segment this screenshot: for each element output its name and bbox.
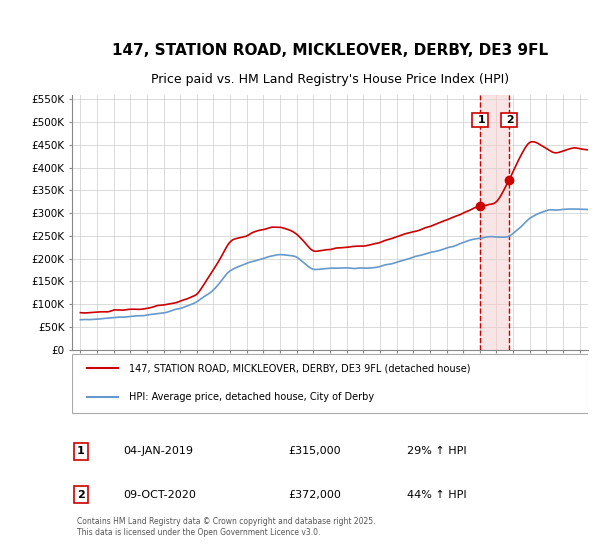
Text: £372,000: £372,000 bbox=[289, 490, 341, 500]
Bar bbox=[480, 95, 509, 349]
Text: 1: 1 bbox=[77, 446, 85, 456]
Text: 2: 2 bbox=[77, 490, 85, 500]
Text: 44% ↑ HPI: 44% ↑ HPI bbox=[407, 490, 467, 500]
Text: £315,000: £315,000 bbox=[289, 446, 341, 456]
FancyBboxPatch shape bbox=[72, 353, 588, 413]
Text: Price paid vs. HM Land Registry's House Price Index (HPI): Price paid vs. HM Land Registry's House … bbox=[151, 73, 509, 86]
Text: 1: 1 bbox=[474, 115, 486, 125]
Text: 147, STATION ROAD, MICKLEOVER, DERBY, DE3 9FL: 147, STATION ROAD, MICKLEOVER, DERBY, DE… bbox=[112, 43, 548, 58]
Text: 29% ↑ HPI: 29% ↑ HPI bbox=[407, 446, 467, 456]
Text: 147, STATION ROAD, MICKLEOVER, DERBY, DE3 9FL (detached house): 147, STATION ROAD, MICKLEOVER, DERBY, DE… bbox=[129, 363, 470, 373]
Text: 2: 2 bbox=[503, 115, 515, 125]
Text: HPI: Average price, detached house, City of Derby: HPI: Average price, detached house, City… bbox=[129, 392, 374, 402]
Text: 09-OCT-2020: 09-OCT-2020 bbox=[124, 490, 196, 500]
Text: Contains HM Land Registry data © Crown copyright and database right 2025.
This d: Contains HM Land Registry data © Crown c… bbox=[77, 517, 376, 537]
Text: 04-JAN-2019: 04-JAN-2019 bbox=[124, 446, 194, 456]
